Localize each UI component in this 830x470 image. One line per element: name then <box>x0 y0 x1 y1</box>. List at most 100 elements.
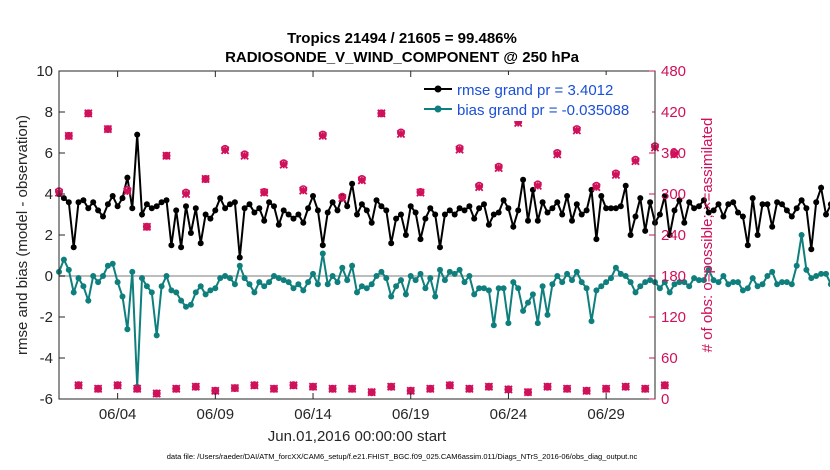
bias-point-106 <box>573 268 580 275</box>
rmse-point-54 <box>319 242 326 249</box>
rmse-point-110 <box>593 236 600 243</box>
bias-point-58 <box>339 264 346 271</box>
obs-assimilated-35 <box>396 129 406 139</box>
bias-point-93 <box>510 279 517 286</box>
obs-assimilated-55 <box>592 182 601 192</box>
rmse-point-17 <box>139 211 145 218</box>
obs-assimilated-16 <box>211 386 220 396</box>
bias-point-21 <box>158 283 165 290</box>
rmse-point-39 <box>246 201 253 208</box>
rmse-point-22 <box>163 197 170 204</box>
obs-assimilated-9 <box>142 222 152 232</box>
rmse-point-57 <box>334 207 341 214</box>
obs-assimilated-48 <box>523 387 533 397</box>
y-tick-label-right-1: 60 <box>661 350 678 367</box>
bias-point-5 <box>80 283 87 290</box>
legend-box <box>420 75 652 121</box>
bias-point-158 <box>827 281 830 288</box>
y-tick-label-right-4: 240 <box>661 227 686 244</box>
rmse-point-119 <box>637 195 644 202</box>
rmse-point-102 <box>554 199 561 206</box>
bias-point-18 <box>143 283 150 290</box>
bias-point-17 <box>139 275 145 282</box>
rmse-point-136 <box>720 213 727 220</box>
rmse-point-55 <box>324 209 331 216</box>
bias-point-89 <box>490 322 497 329</box>
bias-point-107 <box>578 279 585 286</box>
bias-point-128 <box>681 279 688 286</box>
y-tick-label-left-3: 0 <box>45 268 53 285</box>
bias-point-90 <box>495 285 502 292</box>
rmse-point-65 <box>373 197 380 204</box>
obs-assimilated-46 <box>504 385 513 394</box>
x-axis-label: Jun.01,2016 00:00:00 start <box>268 428 447 445</box>
rmse-point-144 <box>759 201 766 208</box>
rmse-point-53 <box>314 207 321 214</box>
bias-point-32 <box>212 285 219 292</box>
bias-point-33 <box>217 275 224 282</box>
bias-point-82 <box>456 266 463 273</box>
y-tick-label-left-4: 2 <box>45 227 53 244</box>
bias-point-87 <box>481 285 487 292</box>
bias-point-136 <box>720 273 727 279</box>
bias-point-84 <box>466 273 473 279</box>
bias-point-62 <box>358 283 365 290</box>
rmse-point-49 <box>295 211 302 218</box>
bias-point-24 <box>173 289 180 296</box>
bias-point-120 <box>642 279 649 286</box>
rmse-point-95 <box>520 176 527 183</box>
y-tick-label-right-8: 480 <box>661 63 686 80</box>
rmse-point-74 <box>417 236 424 243</box>
obs-assimilated-23 <box>279 160 288 169</box>
bias-point-44 <box>271 273 277 279</box>
obs-assimilated-45 <box>494 163 503 173</box>
rmse-point-70 <box>398 211 404 218</box>
y-axis-label-right: # of obs: o=possible; ×=assimilated <box>699 118 716 353</box>
rmse-point-157 <box>823 211 829 218</box>
bias-point-54 <box>319 250 326 257</box>
rmse-point-60 <box>349 180 356 187</box>
obs-assimilated-60 <box>640 384 650 393</box>
bias-point-31 <box>207 287 214 294</box>
rmse-point-128 <box>681 219 688 226</box>
bias-point-55 <box>324 281 331 288</box>
bias-point-95 <box>520 307 527 314</box>
rmse-point-38 <box>241 205 248 212</box>
rmse-point-66 <box>378 203 385 210</box>
bias-point-105 <box>569 277 575 284</box>
rmse-point-32 <box>212 207 219 214</box>
bias-point-131 <box>696 277 702 284</box>
bias-point-94 <box>515 285 522 292</box>
bias-point-75 <box>422 285 429 292</box>
bias-point-10 <box>104 262 111 269</box>
legend-bias-label: bias grand pr = -0.035088 <box>457 102 629 119</box>
x-tick-label-1: 06/09 <box>197 406 235 423</box>
bias-point-133 <box>705 266 712 273</box>
obs-assimilated-12 <box>172 384 181 393</box>
rmse-point-12 <box>114 203 121 210</box>
bias-point-8 <box>95 279 102 286</box>
rmse-point-50 <box>300 219 307 226</box>
rmse-point-24 <box>173 207 180 214</box>
bias-point-156 <box>818 270 825 277</box>
rmse-point-132 <box>700 197 707 204</box>
bias-point-101 <box>549 281 556 288</box>
bias-point-104 <box>564 270 571 277</box>
rmse-point-146 <box>769 223 776 230</box>
bias-point-77 <box>432 293 439 300</box>
bias-point-150 <box>788 281 795 288</box>
y-tick-label-left-6: 6 <box>45 145 53 162</box>
bias-point-19 <box>148 289 155 296</box>
rmse-point-6 <box>85 205 92 212</box>
bias-point-123 <box>656 285 663 292</box>
rmse-point-46 <box>280 207 287 214</box>
rmse-point-67 <box>383 207 390 214</box>
x-tick-label-4: 06/24 <box>490 406 528 423</box>
rmse-point-63 <box>363 207 370 214</box>
rmse-point-93 <box>510 223 517 230</box>
obs-assimilated-44 <box>484 382 494 391</box>
rmse-point-87 <box>481 201 487 208</box>
bias-point-143 <box>754 283 761 290</box>
y-tick-label-right-6: 360 <box>661 145 686 162</box>
bias-point-60 <box>349 262 356 269</box>
